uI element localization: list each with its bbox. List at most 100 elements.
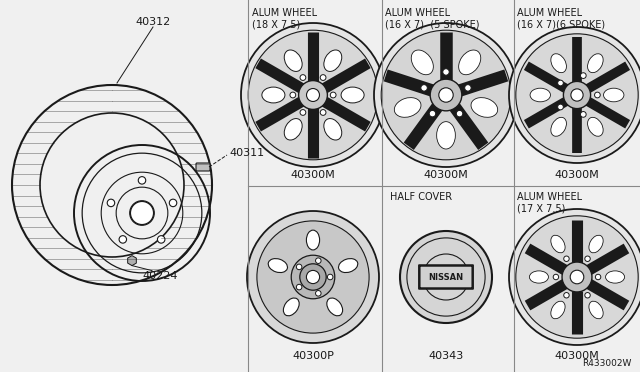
Ellipse shape — [284, 119, 302, 140]
Ellipse shape — [551, 235, 565, 253]
Ellipse shape — [284, 298, 299, 316]
Circle shape — [381, 30, 511, 160]
Ellipse shape — [588, 117, 603, 136]
Ellipse shape — [412, 50, 433, 75]
Circle shape — [595, 92, 600, 98]
Ellipse shape — [589, 301, 603, 319]
Text: 40300M: 40300M — [555, 351, 600, 361]
Circle shape — [509, 27, 640, 163]
Ellipse shape — [436, 122, 455, 149]
Circle shape — [241, 23, 385, 167]
Text: R433002W: R433002W — [582, 359, 632, 368]
Circle shape — [307, 270, 319, 283]
Circle shape — [557, 104, 563, 110]
Circle shape — [585, 256, 590, 262]
Circle shape — [138, 177, 146, 184]
Circle shape — [564, 292, 569, 298]
Circle shape — [330, 92, 336, 98]
Ellipse shape — [529, 271, 548, 283]
Ellipse shape — [284, 50, 302, 71]
Circle shape — [562, 262, 592, 292]
Ellipse shape — [604, 88, 624, 102]
Circle shape — [456, 110, 463, 117]
FancyBboxPatch shape — [196, 163, 210, 171]
Ellipse shape — [307, 230, 319, 250]
Text: ALUM WHEEL
(16 X 7)(6 SPOKE): ALUM WHEEL (16 X 7)(6 SPOKE) — [517, 8, 605, 30]
Text: 40224: 40224 — [142, 270, 178, 280]
Ellipse shape — [551, 301, 565, 319]
Text: 40343: 40343 — [428, 351, 463, 361]
Ellipse shape — [394, 97, 421, 117]
Ellipse shape — [262, 87, 285, 103]
Circle shape — [290, 92, 296, 98]
Ellipse shape — [268, 259, 287, 273]
Circle shape — [595, 274, 601, 280]
Text: 40311: 40311 — [229, 148, 264, 158]
Circle shape — [131, 202, 154, 225]
Ellipse shape — [471, 97, 498, 117]
Circle shape — [299, 81, 328, 109]
Circle shape — [108, 199, 115, 207]
Circle shape — [580, 112, 586, 117]
Ellipse shape — [551, 54, 566, 73]
Ellipse shape — [324, 119, 342, 140]
Text: 40312: 40312 — [136, 17, 171, 27]
Circle shape — [400, 231, 492, 323]
Circle shape — [300, 75, 306, 80]
Circle shape — [465, 85, 471, 91]
Ellipse shape — [530, 88, 550, 102]
Circle shape — [430, 79, 462, 111]
Ellipse shape — [588, 54, 603, 73]
Circle shape — [439, 88, 453, 102]
Text: ALUM WHEEL
(17 X 7.5): ALUM WHEEL (17 X 7.5) — [517, 192, 582, 214]
Circle shape — [328, 274, 333, 280]
Circle shape — [571, 89, 583, 101]
Circle shape — [248, 30, 378, 160]
Circle shape — [516, 34, 638, 156]
Circle shape — [307, 89, 319, 102]
Text: 40300M: 40300M — [424, 170, 468, 180]
Circle shape — [509, 209, 640, 345]
Circle shape — [421, 85, 428, 91]
Circle shape — [119, 236, 127, 243]
Circle shape — [291, 255, 335, 299]
Ellipse shape — [339, 259, 358, 273]
Circle shape — [443, 69, 449, 75]
Circle shape — [570, 270, 584, 284]
Circle shape — [374, 23, 518, 167]
Ellipse shape — [459, 50, 481, 75]
Circle shape — [320, 110, 326, 115]
FancyBboxPatch shape — [419, 266, 473, 289]
Ellipse shape — [551, 117, 566, 136]
Circle shape — [585, 292, 590, 298]
Circle shape — [553, 274, 559, 280]
Ellipse shape — [605, 271, 625, 283]
Text: ALUM WHEEL
(16 X 7)  (5 SPOKE): ALUM WHEEL (16 X 7) (5 SPOKE) — [385, 8, 479, 30]
Text: NISSAN: NISSAN — [428, 273, 463, 282]
Circle shape — [316, 258, 321, 263]
Circle shape — [516, 216, 638, 338]
Circle shape — [564, 256, 569, 262]
Circle shape — [300, 110, 306, 115]
Text: 40300P: 40300P — [292, 351, 334, 361]
Circle shape — [296, 264, 302, 270]
Circle shape — [170, 199, 177, 207]
Circle shape — [557, 80, 563, 86]
Text: ALUM WHEEL
(18 X 7.5): ALUM WHEEL (18 X 7.5) — [252, 8, 317, 30]
Circle shape — [580, 73, 586, 78]
Circle shape — [320, 75, 326, 80]
Circle shape — [316, 291, 321, 296]
Circle shape — [300, 264, 326, 290]
Circle shape — [257, 221, 369, 333]
Text: 40300M: 40300M — [291, 170, 335, 180]
Ellipse shape — [327, 298, 342, 316]
Circle shape — [296, 284, 302, 290]
Circle shape — [247, 211, 379, 343]
Ellipse shape — [324, 50, 342, 71]
Ellipse shape — [589, 235, 603, 253]
Text: HALF COVER: HALF COVER — [390, 192, 452, 202]
Ellipse shape — [341, 87, 364, 103]
Text: 40300M: 40300M — [555, 170, 600, 180]
Circle shape — [429, 110, 436, 117]
Circle shape — [563, 81, 591, 109]
